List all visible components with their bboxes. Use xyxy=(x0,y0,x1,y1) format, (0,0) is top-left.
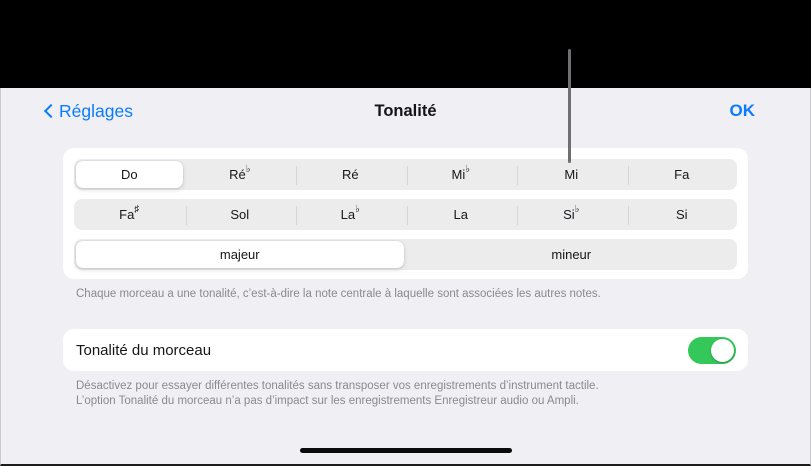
mode-button-mineur[interactable]: mineur xyxy=(408,241,736,268)
note-button-sol[interactable]: Sol xyxy=(185,201,294,228)
note-button-label: Ré xyxy=(341,167,359,182)
mode-button-label: majeur xyxy=(219,247,260,262)
note-button-si-flat[interactable]: Si♭ xyxy=(517,201,625,228)
song-key-label: Tonalité du morceau xyxy=(76,341,212,359)
song-key-toggle[interactable] xyxy=(688,337,736,364)
segment-divider xyxy=(517,166,518,185)
flat-icon: ♭ xyxy=(465,163,470,175)
note-button-ré-flat[interactable]: Ré♭ xyxy=(187,161,294,188)
segment-divider xyxy=(406,206,408,225)
key-picker-footnote: Chaque morceau a une tonalité, c’est-à-d… xyxy=(76,288,601,300)
chevron-left-icon xyxy=(44,103,54,120)
segment-divider xyxy=(627,166,629,185)
song-key-footnote: Désactivez pour essayer différentes tona… xyxy=(76,379,756,409)
note-button-label: Si xyxy=(675,207,688,222)
mode-button-label: mineur xyxy=(551,247,592,262)
note-button-label: Sol xyxy=(230,207,250,222)
note-button-fa-sharp[interactable]: Fa♯ xyxy=(76,201,183,228)
ok-button[interactable]: OK xyxy=(729,101,756,120)
sharp-icon: ♯ xyxy=(134,203,140,215)
segment-divider xyxy=(627,206,629,225)
back-button[interactable]: Réglages xyxy=(44,88,133,134)
song-key-footnote-line-2: L’option Tonalité du morceau n’a pas d’i… xyxy=(76,395,579,407)
home-indicator xyxy=(300,448,512,453)
note-button-la[interactable]: La xyxy=(406,201,515,228)
note-button-si[interactable]: Si xyxy=(627,201,736,228)
note-button-ré[interactable]: Ré xyxy=(296,161,404,188)
note-button-mi-flat[interactable]: Mi♭ xyxy=(406,161,515,188)
note-button-label: Mi♭ xyxy=(451,163,470,182)
flat-icon: ♭ xyxy=(574,203,580,215)
segment-divider xyxy=(406,166,408,185)
song-key-footnote-line-1: Désactivez pour essayer différentes tona… xyxy=(76,380,599,392)
note-button-label: Mi xyxy=(564,167,579,182)
note-button-label: Do xyxy=(120,167,138,182)
toggle-knob xyxy=(711,339,734,362)
note-button-label: Ré♭ xyxy=(229,163,251,182)
segment-divider xyxy=(517,206,518,225)
note-button-label: La xyxy=(453,207,468,222)
segment-divider xyxy=(185,206,187,225)
note-row-2: Fa♯ Sol La♭ La Si♭ Si xyxy=(74,199,737,230)
note-button-label: La♭ xyxy=(340,203,360,222)
note-button-do[interactable]: Do xyxy=(76,161,183,188)
flat-icon: ♭ xyxy=(355,203,360,215)
note-button-label: Si♭ xyxy=(563,203,580,222)
mode-button-majeur[interactable]: majeur xyxy=(76,241,404,268)
pointer-line xyxy=(568,49,571,163)
song-key-row: Tonalité du morceau xyxy=(63,329,748,371)
note-button-la-flat[interactable]: La♭ xyxy=(296,201,404,228)
mode-row: majeur mineur xyxy=(74,239,737,270)
note-button-mi[interactable]: Mi xyxy=(517,161,625,188)
navigation-bar: Tonalité Réglages OK xyxy=(0,88,811,134)
flat-icon: ♭ xyxy=(245,163,251,175)
segment-divider xyxy=(296,166,297,185)
segment-divider xyxy=(296,206,297,225)
back-button-label: Réglages xyxy=(59,100,133,121)
note-button-fa[interactable]: Fa xyxy=(627,161,736,188)
note-button-label: Fa xyxy=(674,167,690,182)
page-title: Tonalité xyxy=(374,101,437,120)
note-button-label: Fa♯ xyxy=(119,203,140,222)
key-picker-card: Do Ré♭ Ré Mi♭ Mi Fa Fa♯ Sol La♭ La Si♭ Si majeur mi… xyxy=(63,148,748,279)
note-row-1: Do Ré♭ Ré Mi♭ Mi Fa xyxy=(74,159,737,190)
